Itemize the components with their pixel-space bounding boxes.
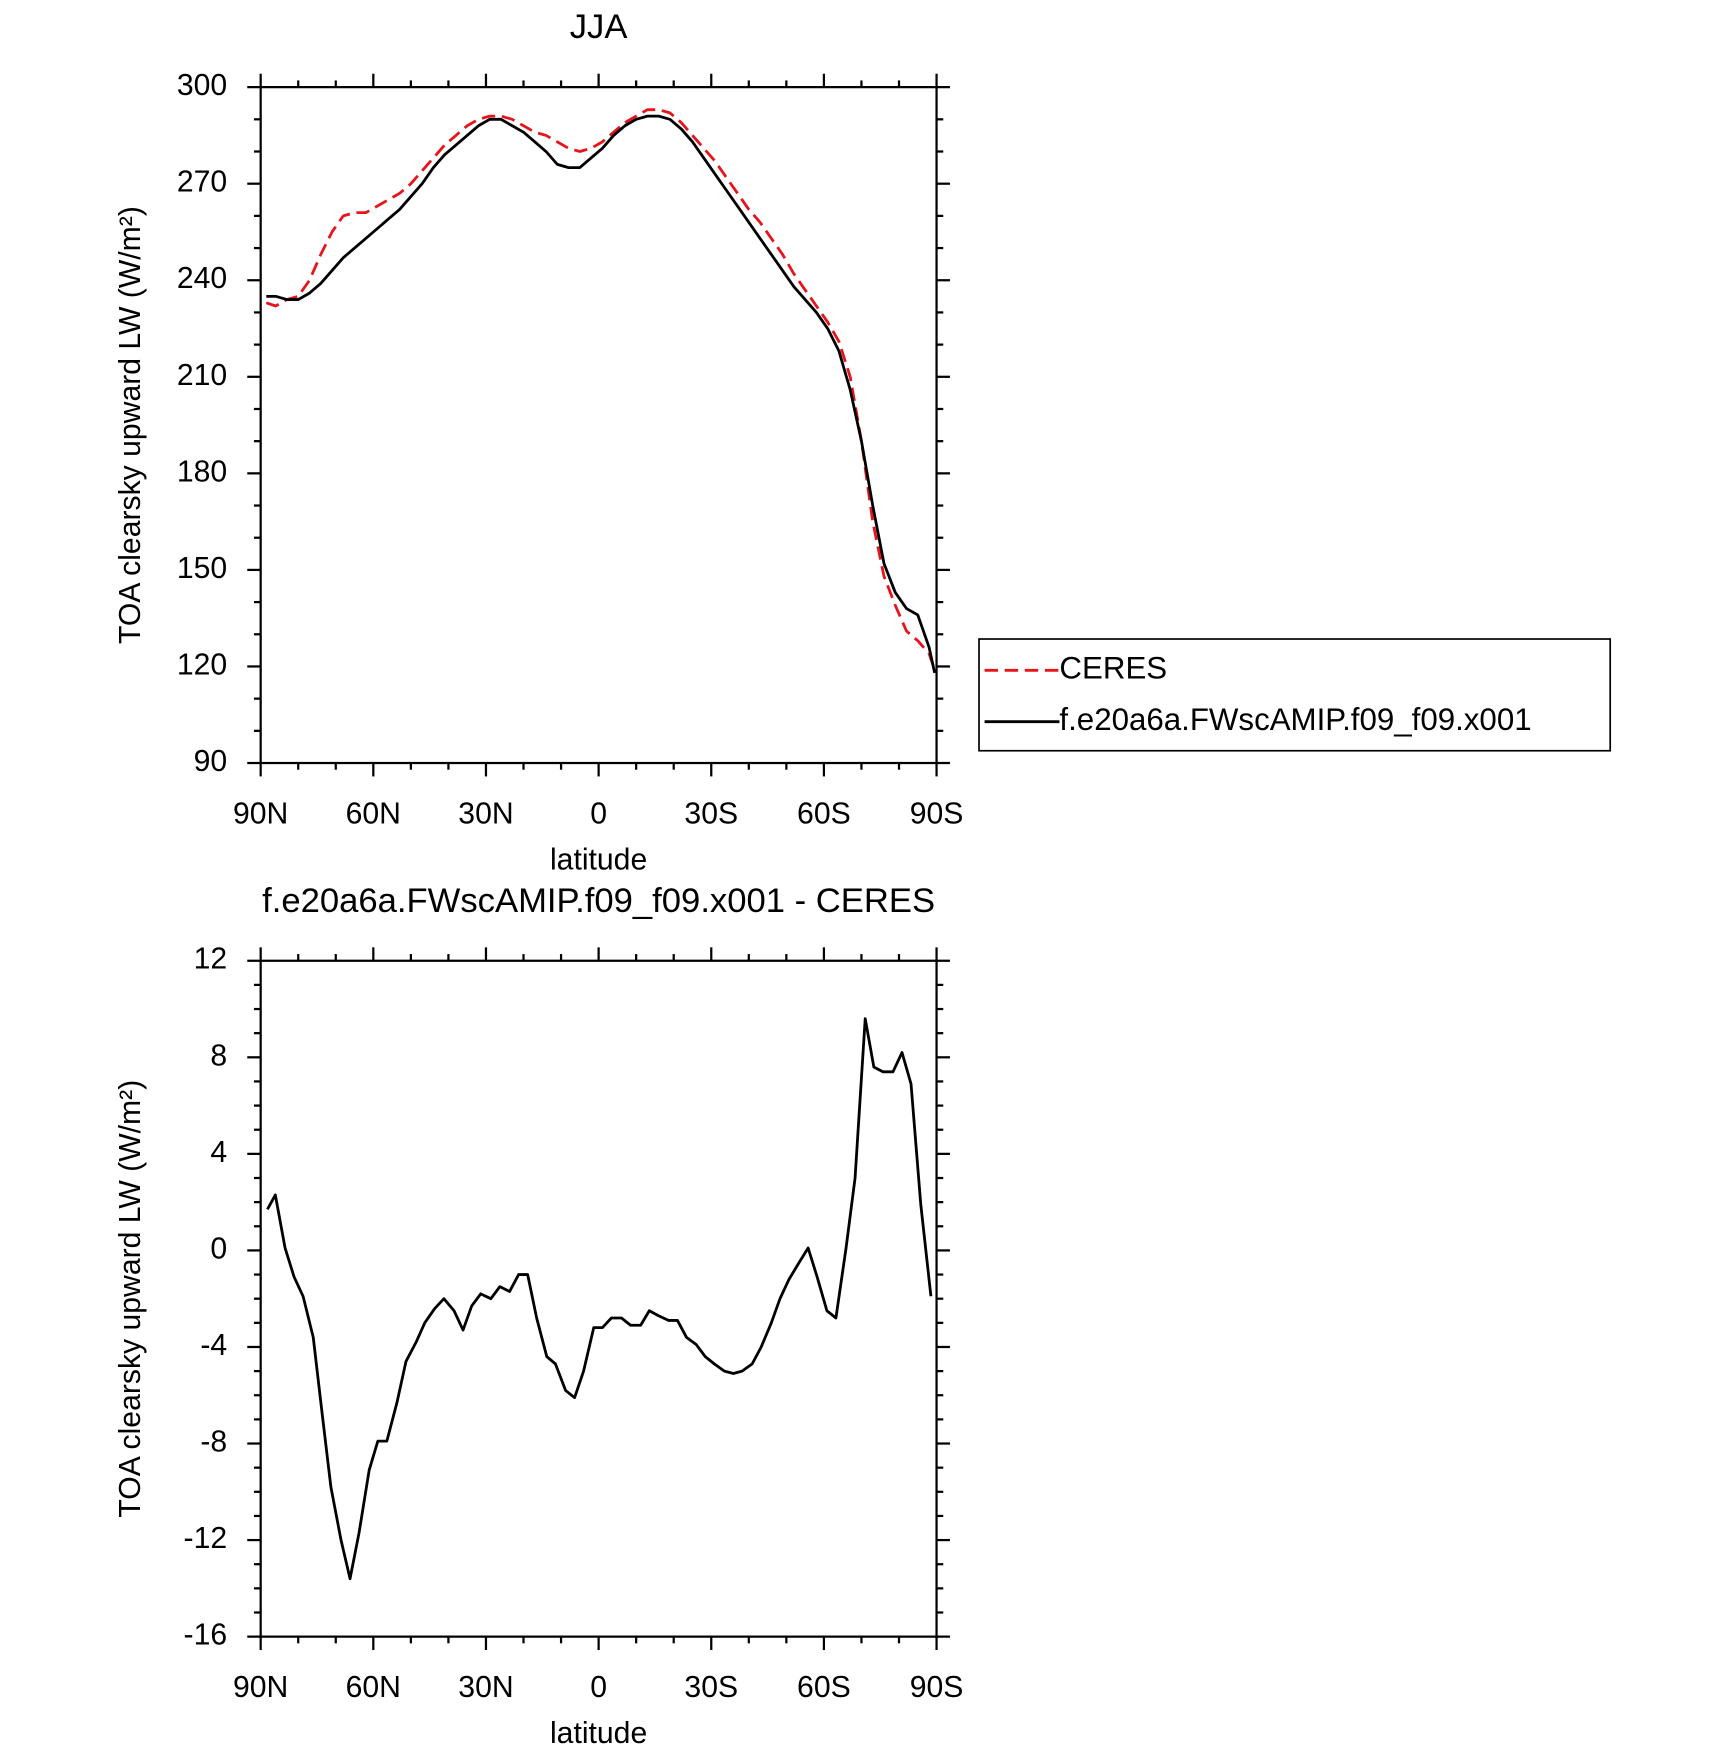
plot-frame xyxy=(259,959,938,1638)
y-axis-label: TOA clearsky upward LW (W/m²) xyxy=(114,1080,147,1518)
y-tick-label: -12 xyxy=(184,1522,228,1555)
chart-title: JJA xyxy=(570,8,629,46)
legend-label: CERES xyxy=(1059,651,1167,686)
y-tick-label: 180 xyxy=(177,455,227,488)
y-tick-label: 240 xyxy=(177,262,227,295)
y-tick-label: 120 xyxy=(177,648,227,681)
legend-label: f.e20a6a.FWscAMIP.f09_f09.x001 xyxy=(1059,702,1531,737)
x-tick-label: 60S xyxy=(797,797,851,830)
data-line xyxy=(265,108,936,671)
x-tick-label: 30S xyxy=(684,1671,738,1704)
y-tick-label: 150 xyxy=(177,552,227,585)
y-tick-label: -16 xyxy=(184,1619,228,1652)
x-tick-label: 60S xyxy=(797,1671,851,1704)
x-tick-label: 30S xyxy=(684,797,738,830)
y-tick-label: -8 xyxy=(200,1425,227,1458)
x-tick-label: 90N xyxy=(233,797,288,830)
y-tick-label: -4 xyxy=(200,1329,227,1362)
y-tick-label: 300 xyxy=(177,69,227,102)
x-tick-label: 90S xyxy=(910,797,964,830)
legend: CERES f.e20a6a.FWscAMIP.f09_f09.x001 xyxy=(978,638,1612,752)
chart-title: f.e20a6a.FWscAMIP.f09_f09.x001 - CERES xyxy=(262,882,935,920)
y-axis-label: TOA clearsky upward LW (W/m²) xyxy=(114,206,147,644)
x-tick-label: 30N xyxy=(458,797,513,830)
x-tick-label: 30N xyxy=(458,1671,513,1704)
plot-frame xyxy=(259,86,938,765)
x-tick-label: 0 xyxy=(590,1671,607,1704)
legend-box xyxy=(978,638,1612,752)
x-tick-label: 60N xyxy=(346,797,401,830)
y-tick-label: 0 xyxy=(210,1232,227,1265)
x-tick-label: 90S xyxy=(910,1671,964,1704)
data-line xyxy=(266,1017,933,1581)
x-axis-label: latitude xyxy=(550,843,647,876)
y-tick-label: 8 xyxy=(210,1039,227,1072)
y-tick-label: 12 xyxy=(194,943,228,976)
x-tick-label: 90N xyxy=(233,1671,288,1704)
x-axis-label: latitude xyxy=(550,1717,647,1745)
y-tick-label: 270 xyxy=(177,166,227,199)
data-line xyxy=(266,114,937,674)
x-tick-label: 60N xyxy=(346,1671,401,1704)
y-tick-label: 4 xyxy=(210,1136,227,1169)
x-tick-label: 0 xyxy=(590,797,607,830)
y-tick-label: 210 xyxy=(177,359,227,392)
y-tick-label: 90 xyxy=(194,745,228,778)
